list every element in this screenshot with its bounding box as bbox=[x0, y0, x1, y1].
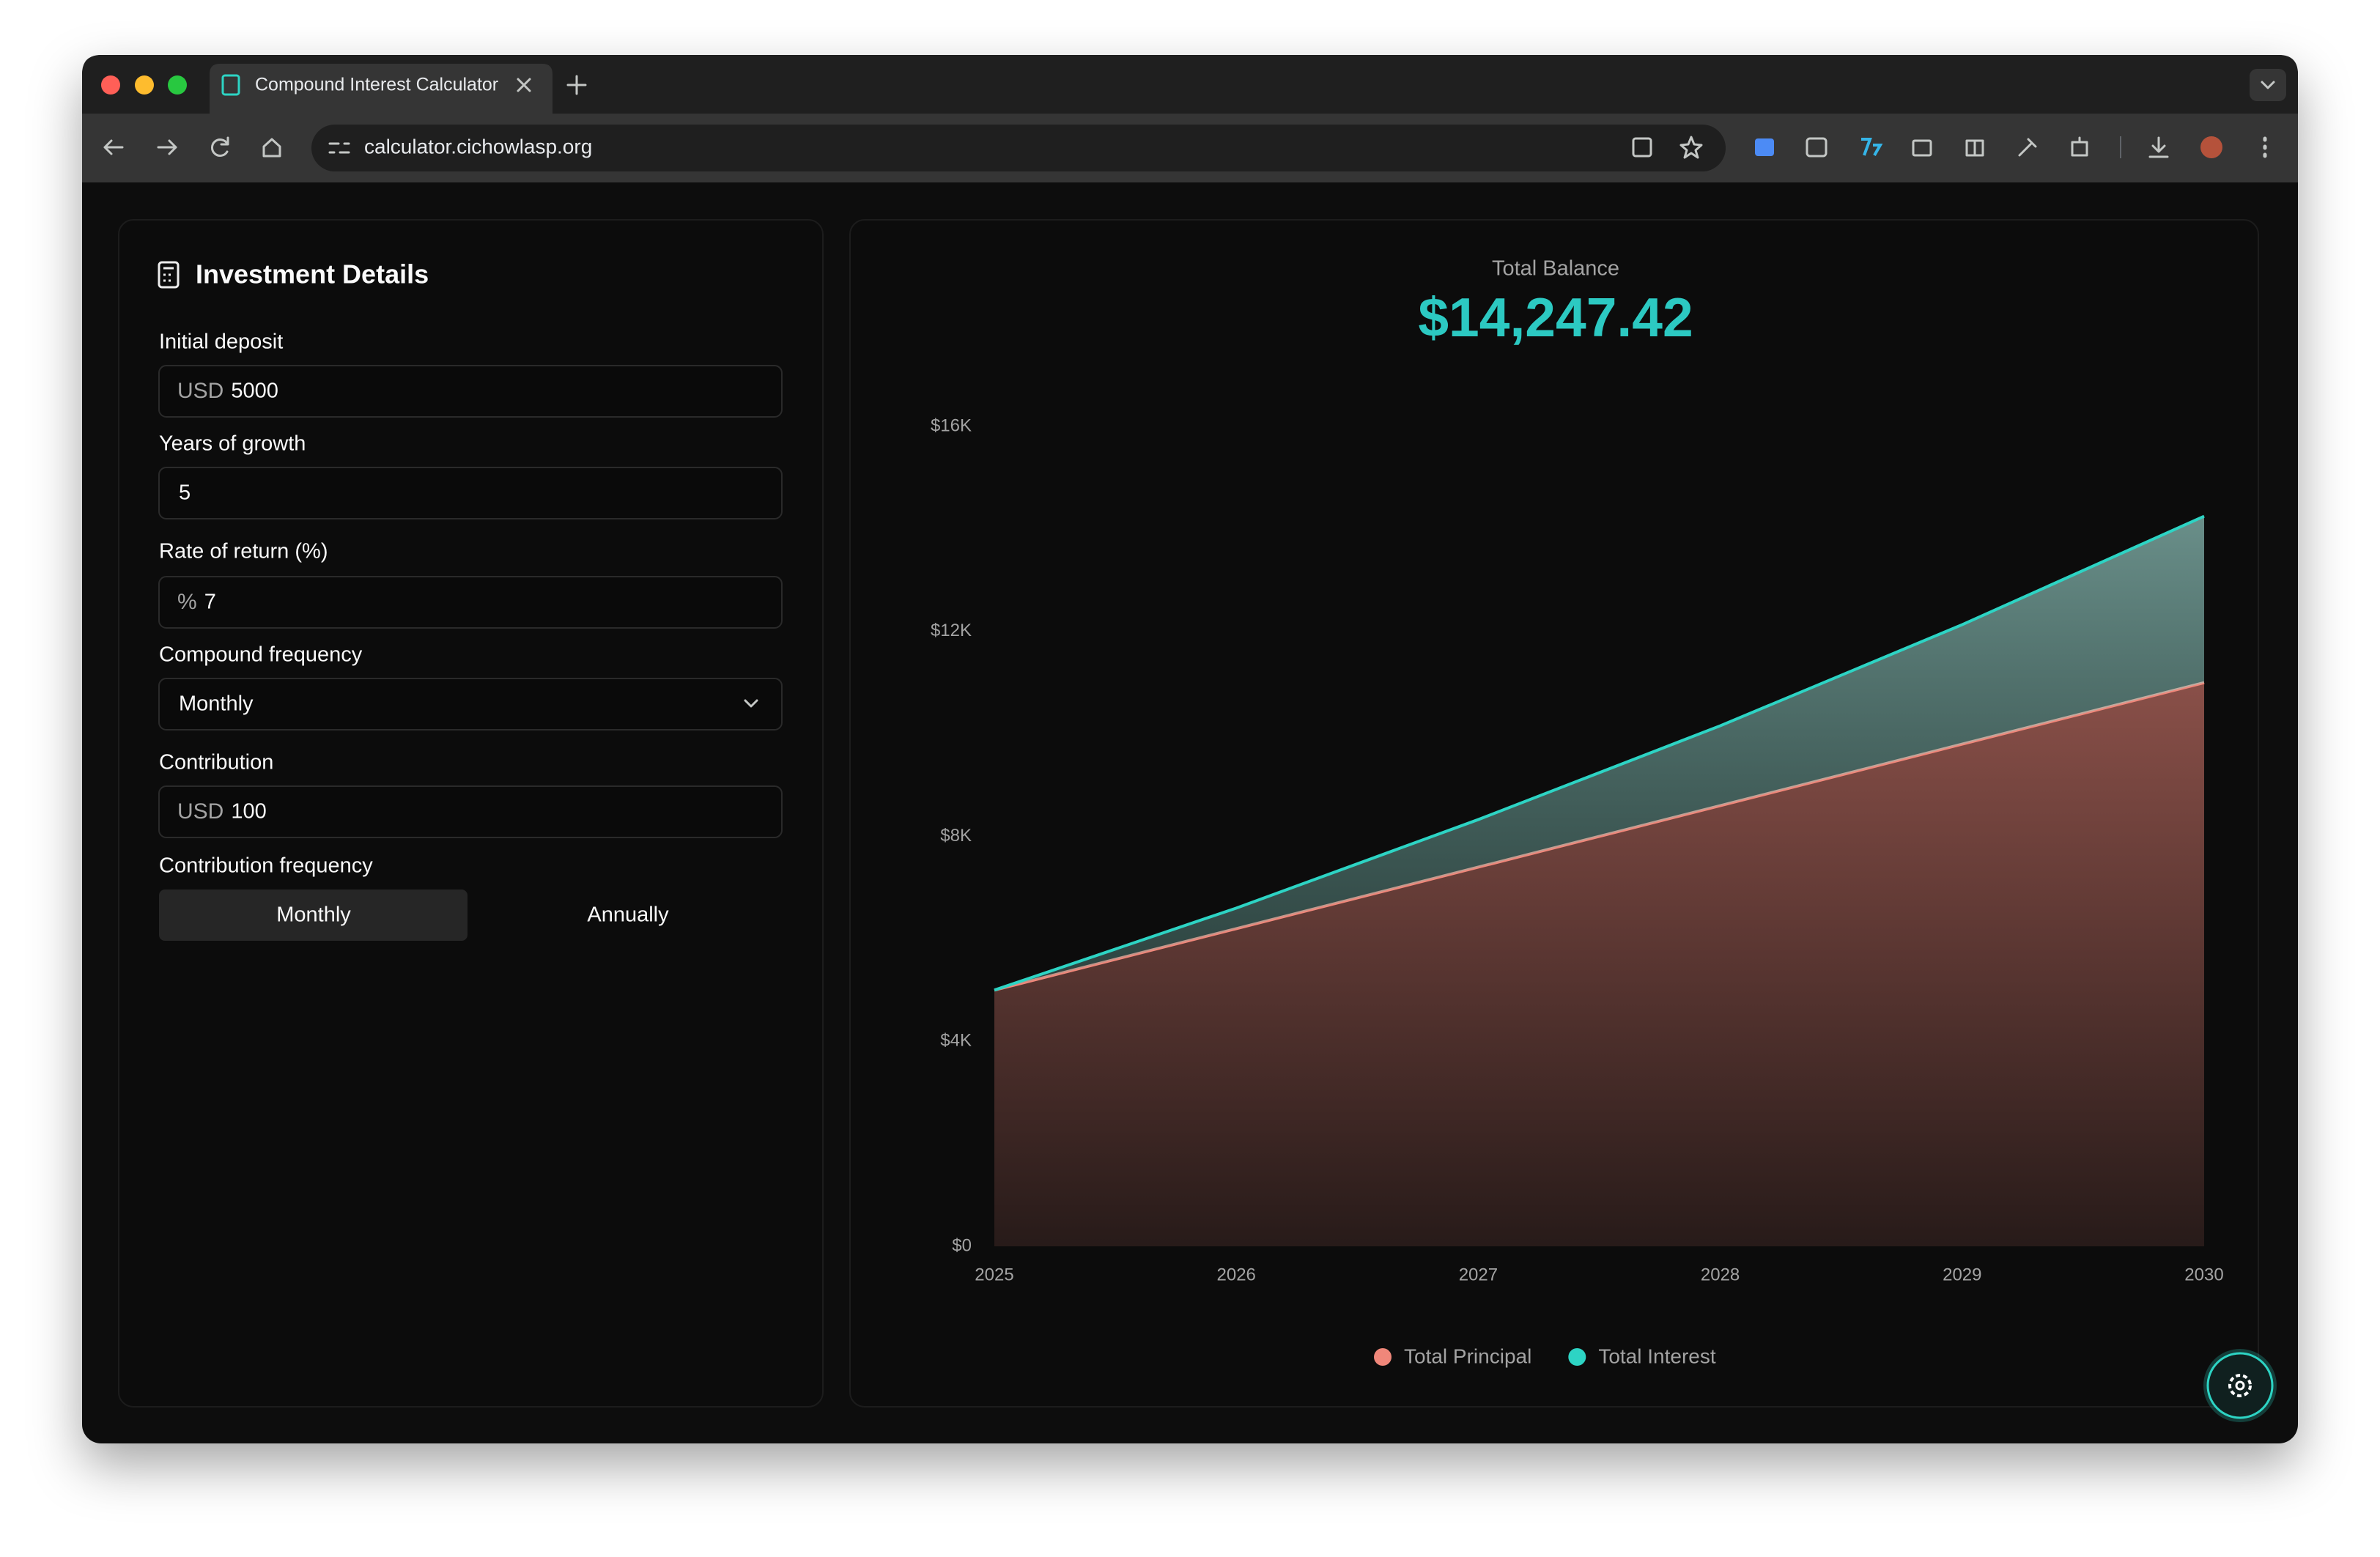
x-tick-label: 2028 bbox=[1701, 1265, 1740, 1284]
chart: $0 $4K $8K $12K $16K 2025 2026 2027 2028 2029 2030… bbox=[931, 415, 2224, 1367]
input-prefix: USD bbox=[177, 379, 223, 403]
field-label: Contribution bbox=[159, 751, 273, 774]
input-prefix: USD bbox=[177, 799, 223, 824]
x-tick-label: 2027 bbox=[1459, 1265, 1498, 1284]
new-tab[interactable] bbox=[566, 75, 587, 95]
forward[interactable] bbox=[157, 139, 177, 155]
select-chevron bbox=[744, 699, 758, 708]
extensions-menu[interactable] bbox=[2071, 136, 2088, 157]
input-value: 100 bbox=[231, 800, 266, 824]
tab-close[interactable] bbox=[517, 78, 531, 92]
line bbox=[994, 514, 2205, 992]
field-label: Contribution frequency bbox=[159, 854, 373, 878]
field-label: Rate of return (%) bbox=[159, 540, 328, 563]
summary-label: Total Balance bbox=[1492, 257, 1619, 281]
y-tick-label: $16K bbox=[931, 415, 972, 435]
legend-label: Total Principal bbox=[1404, 1345, 1531, 1367]
y-tick-label: $0 bbox=[952, 1235, 972, 1255]
x-tick-label: 2025 bbox=[975, 1265, 1013, 1284]
extension[interactable] bbox=[1912, 139, 1932, 157]
downloads[interactable] bbox=[2148, 136, 2169, 158]
address-bar[interactable] bbox=[311, 125, 1726, 171]
translate[interactable] bbox=[1632, 137, 1652, 158]
field-label: Initial deposit bbox=[159, 330, 283, 354]
settings-button[interactable] bbox=[2206, 1352, 2274, 1419]
maximize-window[interactable] bbox=[168, 75, 187, 95]
tab-search-icon bbox=[2261, 81, 2275, 89]
x-tick-label: 2029 bbox=[1943, 1265, 1981, 1284]
input-value: 5 bbox=[179, 481, 191, 505]
bookmark[interactable] bbox=[1679, 136, 1703, 159]
area bbox=[994, 682, 2204, 1246]
input-value: 5000 bbox=[231, 380, 278, 403]
segment-option[interactable]: Monthly bbox=[276, 903, 351, 927]
y-tick-label: $8K bbox=[940, 826, 972, 846]
extension[interactable] bbox=[1965, 139, 1984, 157]
tab-favicon bbox=[221, 74, 240, 96]
segment-active[interactable] bbox=[159, 890, 468, 941]
tab-title: Compound Interest Calculator bbox=[255, 75, 498, 95]
input-value: 7 bbox=[204, 591, 216, 614]
close-window[interactable] bbox=[101, 75, 120, 95]
input-prefix: % bbox=[177, 590, 197, 614]
settings-icon-center bbox=[2235, 1380, 2245, 1391]
y-tick-label: $12K bbox=[931, 621, 972, 640]
tab-search[interactable] bbox=[2250, 69, 2286, 101]
reload[interactable] bbox=[211, 136, 229, 157]
minimize-window[interactable] bbox=[135, 75, 154, 95]
field-label: Compound frequency bbox=[159, 643, 363, 667]
home[interactable] bbox=[262, 138, 281, 158]
calculator-icon bbox=[158, 261, 180, 289]
extension[interactable] bbox=[1861, 138, 1883, 156]
form-fields: Initial deposit USD 5000 Years of growth 5 Ra… bbox=[158, 330, 783, 941]
profile[interactable] bbox=[2200, 136, 2222, 158]
active-tab[interactable] bbox=[210, 64, 552, 114]
url: calculator.cichowlasp.org bbox=[364, 135, 592, 158]
form-title: Investment Details bbox=[196, 259, 429, 289]
input[interactable] bbox=[158, 678, 783, 731]
settings-icon bbox=[2228, 1374, 2252, 1397]
back[interactable] bbox=[103, 139, 124, 155]
calculator-keys bbox=[163, 267, 174, 282]
x-tick-label: 2026 bbox=[1217, 1265, 1256, 1284]
x-tick-label: 2030 bbox=[2184, 1265, 2223, 1284]
input[interactable] bbox=[158, 785, 783, 838]
input[interactable] bbox=[158, 467, 783, 519]
input[interactable] bbox=[158, 365, 783, 418]
site-info[interactable] bbox=[328, 142, 350, 154]
extension[interactable] bbox=[2018, 138, 2037, 157]
extension[interactable] bbox=[1755, 138, 1774, 156]
total-balance: $14,247.42 bbox=[1418, 286, 1693, 348]
input-value: Monthly bbox=[179, 692, 254, 716]
field-label: Years of growth bbox=[159, 432, 306, 456]
legend-swatch bbox=[1568, 1348, 1586, 1366]
legend-swatch bbox=[1374, 1348, 1392, 1366]
input[interactable] bbox=[158, 576, 783, 629]
extension[interactable] bbox=[1806, 137, 1828, 158]
segment-option[interactable]: Annually bbox=[587, 903, 669, 927]
y-tick-label: $4K bbox=[940, 1031, 972, 1051]
legend-label: Total Interest bbox=[1598, 1345, 1716, 1367]
tab-bar bbox=[82, 55, 2298, 114]
